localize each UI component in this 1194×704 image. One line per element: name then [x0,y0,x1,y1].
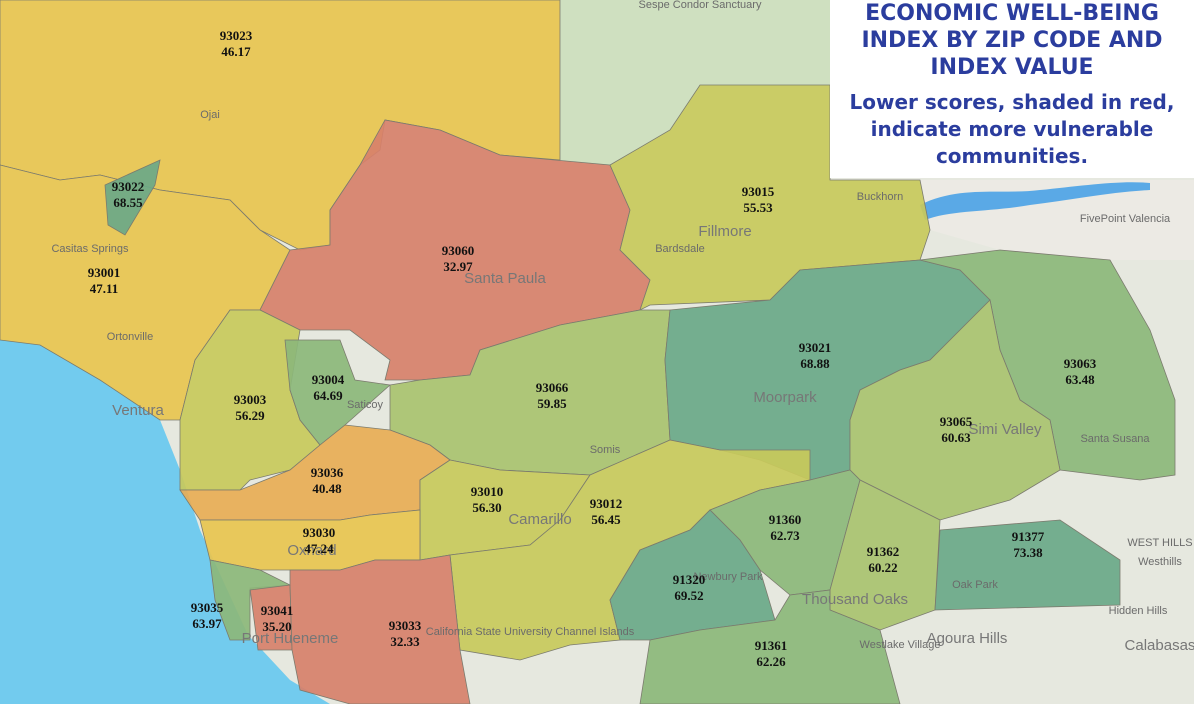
zip-code: 93036 [311,465,344,480]
place-name: Ventura [112,402,164,419]
place-name: Santa Paula [464,270,546,287]
zip-code: 91320 [673,572,706,587]
zip-code: 93023 [220,28,253,43]
place-name: Ortonville [107,331,153,343]
zip-code: 93035 [191,600,224,615]
zip-value: 35.20 [262,619,291,634]
zip-code: 93015 [742,184,775,199]
zip-value: 56.30 [472,500,501,515]
zip-code: 91362 [867,544,900,559]
zip-code: 93010 [471,484,504,499]
zip-code: 93060 [442,243,475,258]
zip-value: 47.24 [304,541,334,556]
place-name: California State University Channel Isla… [426,626,635,638]
zip-value: 68.88 [800,356,830,371]
place-name: Calabasas [1125,637,1194,654]
zip-code: 93065 [940,414,973,429]
zip-value: 56.29 [235,408,265,423]
title-line: INDEX BY ZIP CODE AND [861,28,1162,53]
place-name: Simi Valley [968,421,1042,438]
place-name: Fillmore [698,223,751,240]
place-name: Hidden Hills [1109,605,1168,617]
zip-value: 56.45 [591,512,621,527]
zip-value: 64.69 [313,388,343,403]
place-name: Moorpark [753,389,817,406]
zip-value: 46.17 [221,44,251,59]
terrain [830,180,1194,260]
subtitle-line: indicate more vulnerable [871,117,1154,141]
zip-code: 91361 [755,638,788,653]
place-name: Saticoy [347,399,384,411]
zip-code: 93041 [261,603,294,618]
zip-value: 62.73 [770,528,800,543]
title-line: INDEX VALUE [930,55,1093,80]
place-name: Camarillo [508,511,571,528]
zip-code: 91360 [769,512,802,527]
zip-code: 93003 [234,392,267,407]
place-name: Thousand Oaks [802,591,908,608]
place-name: Oxnard [287,542,336,559]
zip-zone [289,554,471,704]
zip-code: 93030 [303,525,336,540]
ocean [0,340,330,704]
zip-value: 69.52 [674,588,703,603]
place-name: Westhills [1138,556,1182,568]
zip-value: 63.48 [1065,372,1095,387]
river [920,182,1150,220]
zip-zone [639,589,901,704]
places: Sespe Condor Sanctuary Ojai Casitas Spring… [51,0,1194,654]
subtitle-line: communities. [936,144,1088,168]
zip-code: 93063 [1064,356,1097,371]
place-name: Oak Park [952,579,998,591]
zip-value: 32.33 [390,634,420,649]
zip-value: 60.63 [941,430,971,445]
zip-value: 47.11 [90,281,119,296]
zip-code: 93066 [536,380,569,395]
zip-value: 32.97 [443,259,473,274]
zip-value: 59.85 [537,396,567,411]
place-name: Casitas Springs [51,243,129,255]
zip-code: 93001 [88,265,121,280]
zip-value: 68.55 [113,195,143,210]
zip-value: 63.97 [192,616,222,631]
place-name: Sespe Condor Sanctuary [639,0,762,11]
place-name: Buckhorn [857,191,903,203]
place-name: Santa Susana [1080,433,1150,445]
zip-code: 91377 [1012,529,1045,544]
zip-zone [104,159,161,236]
zip-value: 62.26 [756,654,786,669]
zip-zone [934,519,1121,611]
place-name: Somis [590,444,621,456]
zip-value: 55.53 [743,200,773,215]
zip-value: 40.48 [312,481,342,496]
place-name: FivePoint Valencia [1080,213,1171,225]
forest [560,0,830,165]
place-name: Newbury Park [693,571,763,583]
place-name: Agoura Hills [927,630,1008,647]
header-box [830,0,1194,178]
zip-code: 93022 [112,179,145,194]
place-name: Ojai [200,109,220,121]
place-name: WEST HILLS [1127,537,1192,549]
zip-code: 93021 [799,340,832,355]
zip-zone [209,559,292,641]
place-name: Westlake Village [860,639,941,651]
place-name: Bardsdale [655,243,705,255]
title-line: ECONOMIC WELL-BEING [865,1,1159,26]
place-name: Port Hueneme [242,630,339,647]
subtitle-line: Lower scores, shaded in red, [850,90,1175,114]
zip-code: 93033 [389,618,422,633]
zip-code: 93004 [312,372,345,387]
zip-value: 60.22 [868,560,897,575]
zip-value: 73.38 [1013,545,1043,560]
zip-code: 93012 [590,496,623,511]
